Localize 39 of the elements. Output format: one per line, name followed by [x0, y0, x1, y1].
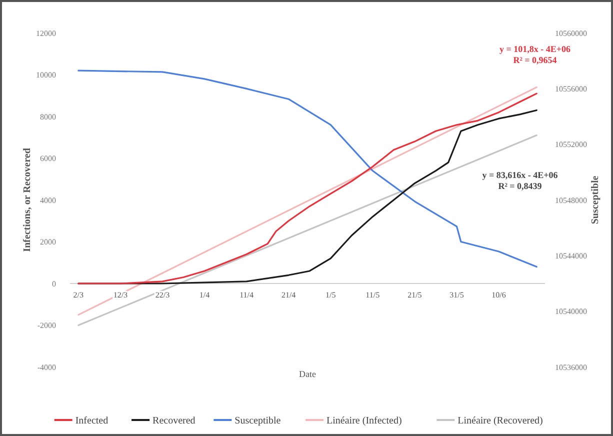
y-tick-label: 8000	[40, 112, 56, 122]
annotation: y = 101,8x - 4E+06	[499, 44, 571, 54]
legend-label: Linéaire (Infected)	[326, 416, 402, 426]
x-tick-label: 1/4	[199, 290, 210, 300]
y2-tick-label: 10548000	[555, 196, 587, 205]
x-tick-label: 21/5	[408, 290, 422, 300]
legend-label: Susceptible	[234, 416, 282, 426]
y2-tick-label: 10552000	[555, 140, 587, 150]
x-tick-label: 12/3	[113, 290, 128, 300]
y2-tick-label: 10536000	[555, 362, 587, 372]
y-tick-label: 2000	[40, 238, 56, 247]
legend-label: Infected	[75, 416, 108, 426]
y-tick-label: 6000	[40, 154, 56, 164]
x-tick-label: 2/3	[73, 290, 84, 300]
x-tick-label: 11/4	[240, 290, 254, 300]
x-tick-label: 21/4	[281, 290, 296, 300]
y-tick-label: -2000	[37, 321, 56, 330]
y-tick-label: -4000	[37, 362, 56, 372]
y2-axis-title: Susceptible	[590, 175, 601, 224]
x-tick-label: 1/5	[326, 290, 336, 300]
y-tick-label: 12000	[36, 28, 56, 38]
annotation: R² = 0,9654	[513, 55, 558, 65]
y-tick-label: 4000	[40, 196, 56, 205]
x-axis-title: Date	[299, 369, 316, 379]
x-tick-label: 11/5	[366, 290, 380, 300]
x-tick-label: 22/3	[155, 290, 170, 300]
legend-label: Recovered	[152, 416, 196, 426]
y2-tick-label: 10544000	[555, 251, 587, 260]
legend-label: Linéaire (Recovered)	[458, 416, 543, 426]
y2-tick-label: 10540000	[555, 307, 587, 316]
y-tick-label: 10000	[36, 70, 56, 80]
y2-tick-label: 10556000	[555, 84, 587, 94]
y-tick-label: 0	[52, 279, 56, 288]
annotation: y = 83,616x - 4E+06	[482, 170, 558, 180]
y-axis-title: Infections, or Recovered	[22, 148, 33, 252]
annotation: R² = 0,8439	[498, 181, 542, 191]
y2-tick-label: 10560000	[555, 28, 587, 38]
x-tick-label: 10/6	[492, 290, 506, 300]
x-tick-label: 31/5	[450, 290, 464, 300]
